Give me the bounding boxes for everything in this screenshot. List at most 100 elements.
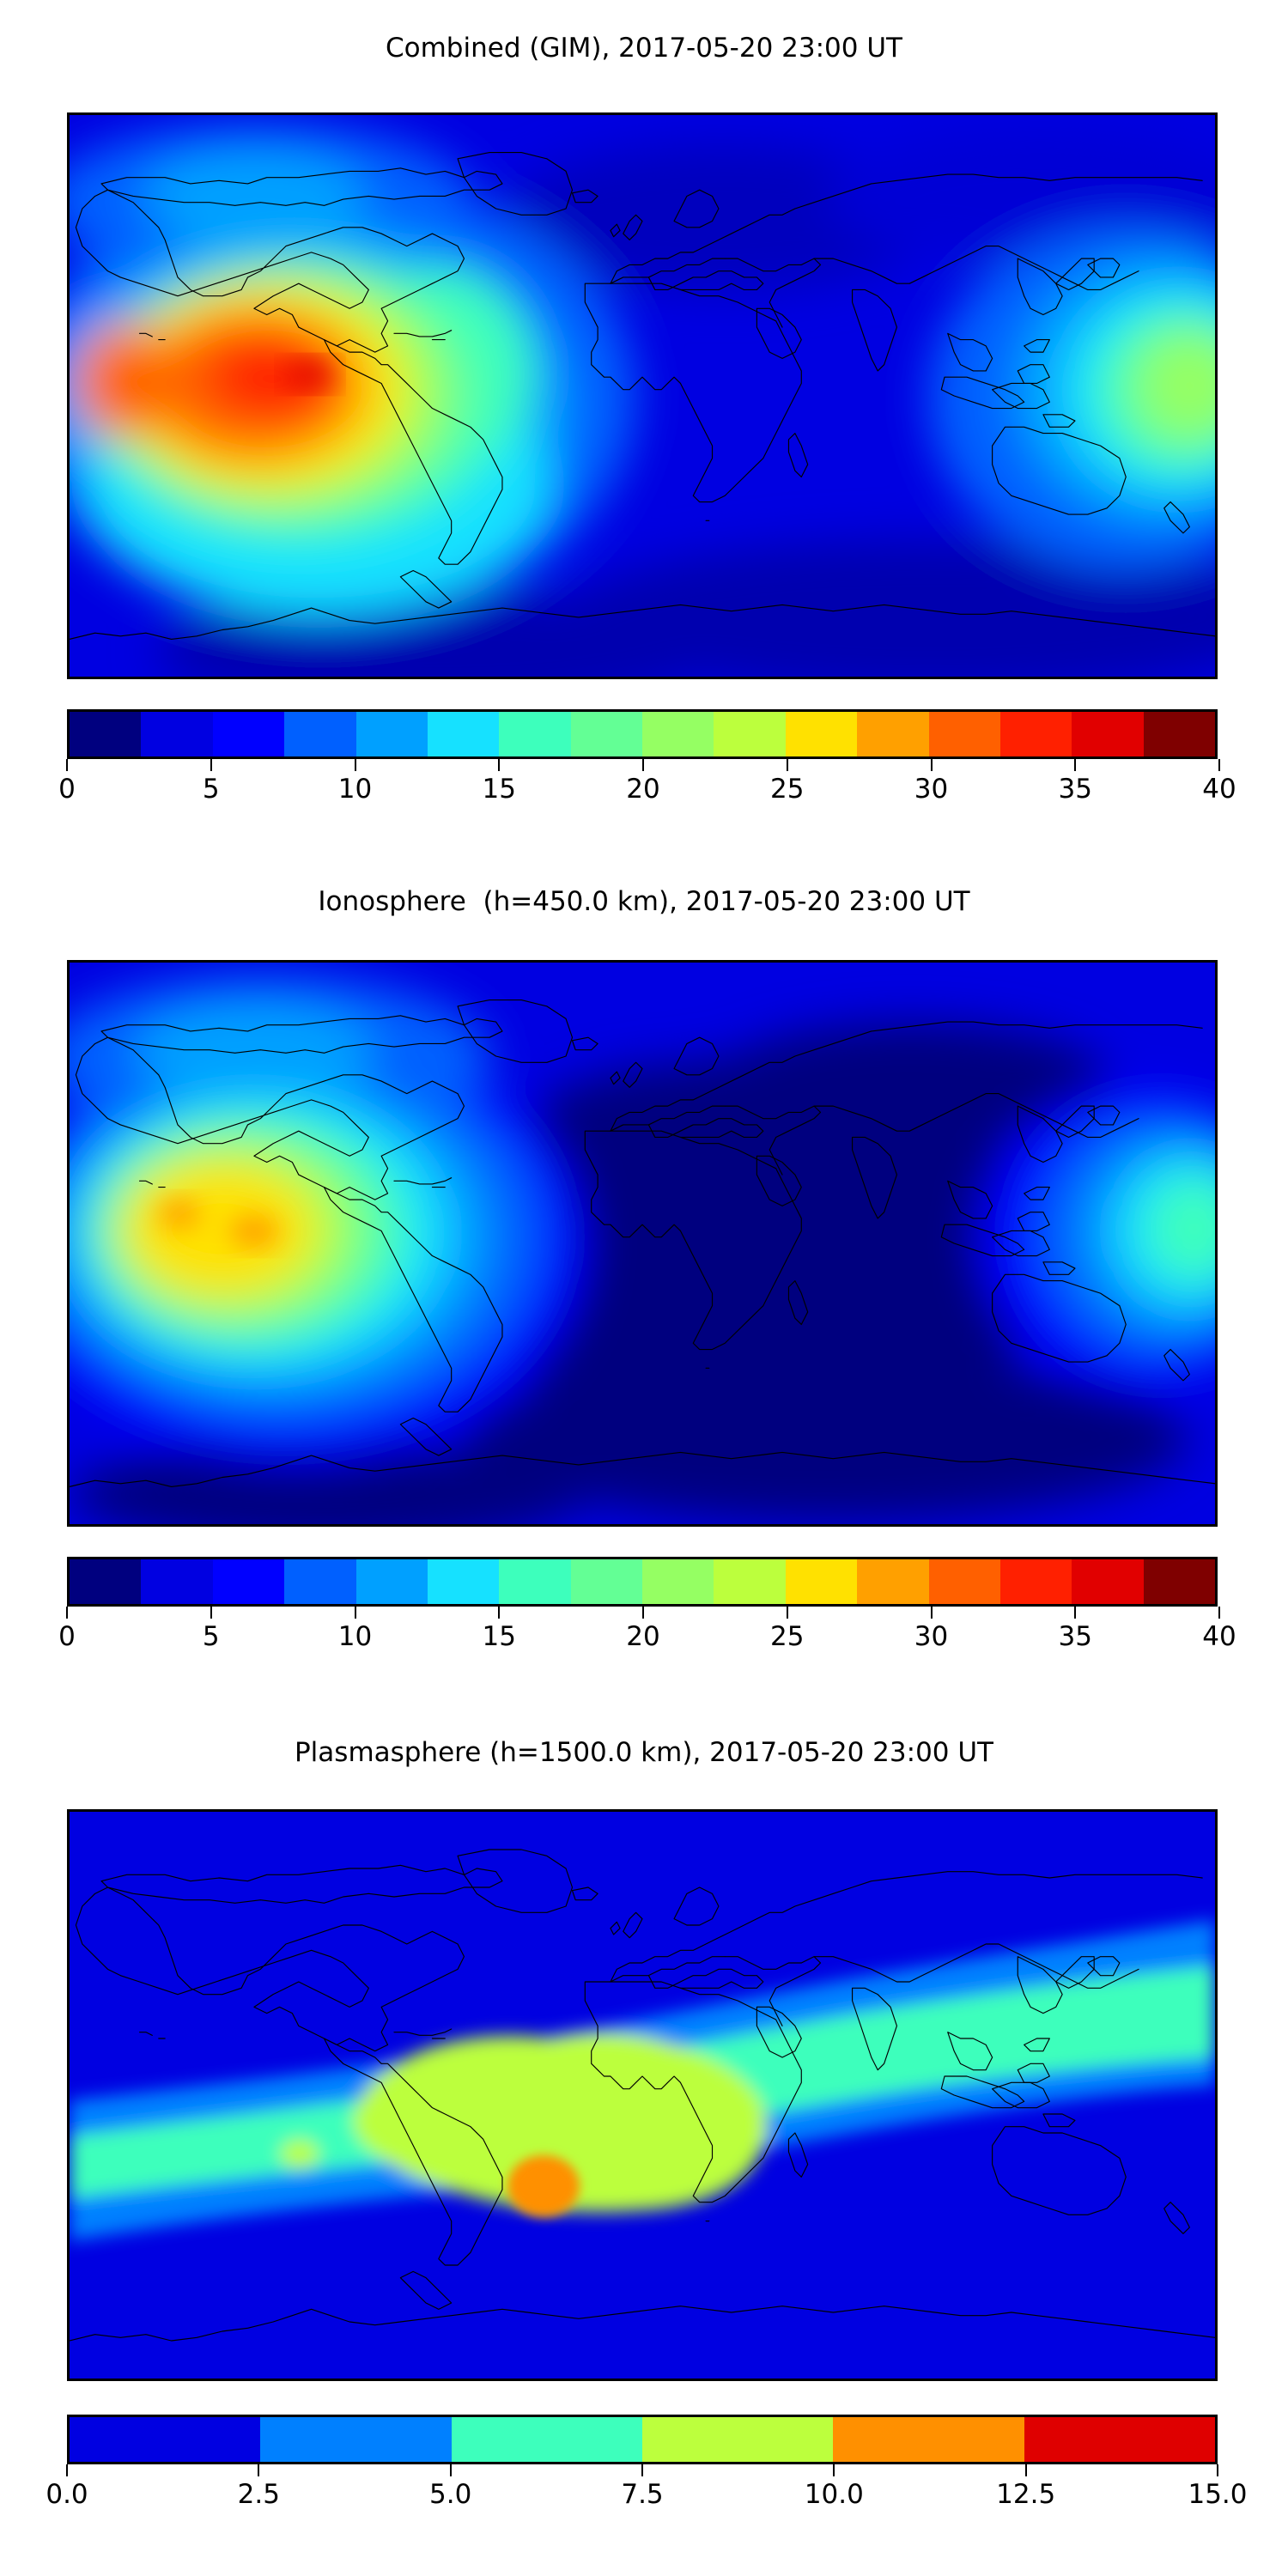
colorbar-ticks-plasmasphere — [64, 2464, 1218, 2478]
tec-field-combined — [70, 115, 1215, 677]
cbar-seg — [714, 1559, 786, 1604]
cbar-label: 5.0 — [429, 2479, 472, 2510]
cbar-tick — [642, 759, 644, 771]
cbar-tick — [258, 2464, 260, 2476]
cbar-seg — [427, 712, 500, 756]
cbar-seg — [70, 1559, 142, 1604]
colorbar-plasmasphere: 0.0 2.5 5.0 7.5 10.0 12.5 15.0 — [46, 2415, 1248, 2512]
colorbar-gradient-combined — [67, 709, 1218, 759]
cbar-label: 10.0 — [804, 2479, 864, 2510]
cbar-seg — [999, 712, 1072, 756]
cbar-seg — [499, 712, 571, 756]
cbar-label: 35 — [1058, 774, 1092, 805]
cbar-seg — [642, 712, 714, 756]
colorbar-labels-ionosphere: 0 5 10 15 20 25 30 35 40 — [58, 1620, 1236, 1655]
cbar-seg — [355, 1559, 428, 1604]
cbar-label: 10 — [337, 774, 373, 805]
cbar-label: 40 — [1202, 774, 1236, 805]
cbar-label: 10 — [337, 1621, 373, 1652]
cbar-tick — [66, 759, 68, 771]
cbar-label: 5 — [202, 774, 220, 805]
cbar-tick — [930, 759, 933, 771]
colorbar-labels-plasmasphere: 0.0 2.5 5.0 7.5 10.0 12.5 15.0 — [46, 2478, 1247, 2512]
cbar-seg — [833, 2417, 1024, 2462]
cbar-tick — [1218, 1607, 1220, 1619]
colorbar-ionosphere: 0 5 10 15 20 25 30 35 40 — [58, 1557, 1236, 1655]
cbar-seg — [141, 712, 213, 756]
cbar-label: 40 — [1202, 1621, 1236, 1652]
cbar-label: 30 — [914, 774, 949, 805]
cbar-seg — [70, 2417, 261, 2462]
cbar-label: 15 — [482, 774, 516, 805]
map-plasmasphere — [67, 1809, 1218, 2381]
cbar-tick — [354, 1607, 356, 1619]
cbar-tick — [1217, 2464, 1218, 2476]
cbar-label: 15.0 — [1188, 2479, 1248, 2510]
cbar-seg — [212, 712, 285, 756]
cbar-label: 15 — [482, 1621, 516, 1652]
cbar-tick — [786, 1607, 788, 1619]
cbar-seg — [857, 1559, 929, 1604]
cbar-tick — [498, 1607, 501, 1619]
colorbar-gradient-plasmasphere — [67, 2415, 1218, 2464]
cbar-tick — [786, 759, 788, 771]
cbar-tick — [449, 2464, 452, 2476]
cbar-seg — [857, 712, 929, 756]
cbar-tick — [498, 759, 501, 771]
cbar-tick — [210, 759, 212, 771]
panel-title-plasmasphere: Plasmasphere (h=1500.0 km), 2017-05-20 2… — [294, 1737, 993, 1768]
cbar-tick — [1074, 759, 1077, 771]
colorbar-gradient-ionosphere — [67, 1557, 1218, 1607]
cbar-label: 7.5 — [621, 2479, 664, 2510]
cbar-seg — [928, 712, 1000, 756]
cbar-label: 30 — [914, 1621, 949, 1652]
colorbar-ticks-ionosphere — [64, 1607, 1220, 1620]
tec-field-plasmasphere — [70, 1812, 1215, 2379]
cbar-seg — [785, 1559, 858, 1604]
cbar-label: 20 — [626, 774, 660, 805]
cbar-label: 0.0 — [46, 2479, 88, 2510]
cbar-tick — [210, 1607, 212, 1619]
cbar-seg — [928, 1559, 1000, 1604]
cbar-label: 2.5 — [237, 2479, 280, 2510]
cbar-label: 0 — [58, 774, 76, 805]
cbar-label: 25 — [770, 1621, 805, 1652]
cbar-label: 5 — [202, 1621, 220, 1652]
cbar-seg — [570, 712, 642, 756]
panel-title-ionosphere: Ionosphere (h=450.0 km), 2017-05-20 23:0… — [318, 886, 970, 917]
cbar-seg — [1072, 1559, 1144, 1604]
cbar-seg — [570, 1559, 642, 1604]
cbar-seg — [284, 1559, 356, 1604]
cbar-seg — [999, 1559, 1072, 1604]
cbar-seg — [1143, 712, 1215, 756]
cbar-seg — [641, 2417, 834, 2462]
cbar-seg — [1072, 712, 1144, 756]
cbar-seg — [284, 712, 356, 756]
map-ionosphere — [67, 960, 1218, 1527]
cbar-tick — [1024, 2464, 1027, 2476]
cbar-seg — [451, 2417, 642, 2462]
colorbar-ticks-combined — [64, 759, 1220, 773]
cbar-seg — [642, 1559, 714, 1604]
cbar-seg — [1143, 1559, 1215, 1604]
cbar-tick — [1218, 759, 1220, 771]
cbar-tick — [930, 1607, 933, 1619]
cbar-label: 0 — [58, 1621, 76, 1652]
cbar-seg — [70, 712, 142, 756]
cbar-tick — [641, 2464, 643, 2476]
cbar-label: 12.5 — [996, 2479, 1056, 2510]
cbar-tick — [66, 2464, 68, 2476]
tec-field-ionosphere — [70, 963, 1215, 1524]
cbar-tick — [1074, 1607, 1077, 1619]
cbar-label: 25 — [770, 774, 805, 805]
panel-title-combined: Combined (GIM), 2017-05-20 23:00 UT — [386, 33, 902, 64]
cbar-seg — [714, 712, 786, 756]
cbar-label: 20 — [626, 1621, 660, 1652]
cbar-tick — [642, 1607, 644, 1619]
cbar-seg — [785, 712, 858, 756]
cbar-seg — [260, 2417, 452, 2462]
cbar-tick — [66, 1607, 68, 1619]
cbar-seg — [141, 1559, 213, 1604]
cbar-tick — [833, 2464, 835, 2476]
